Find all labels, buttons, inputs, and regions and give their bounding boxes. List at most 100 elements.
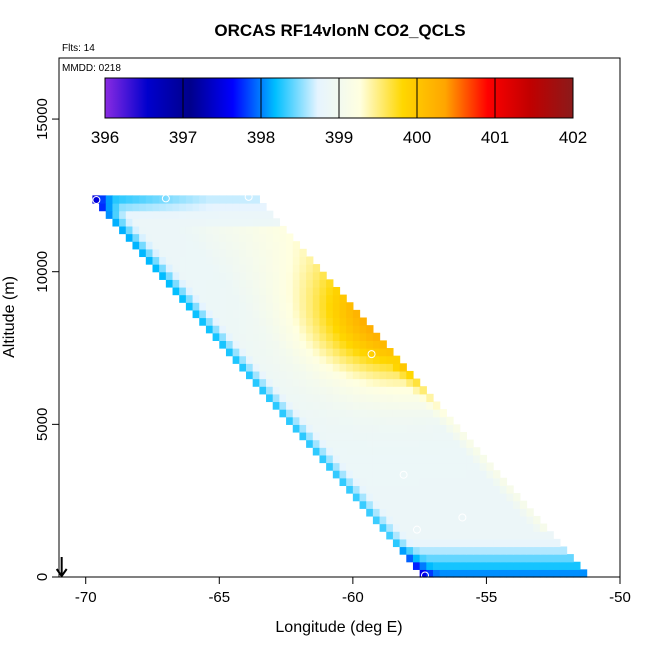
heatmap-cell [232,225,240,235]
heatmap-cell [359,439,367,448]
heatmap-cell [446,470,454,479]
heatmap-cell [266,332,274,341]
heatmap-cell [219,264,227,273]
heatmap-cell [332,302,341,311]
heatmap-cell [205,302,214,311]
heatmap-cell [219,210,227,219]
heatmap-cell [539,538,548,548]
heatmap-cell [232,348,240,357]
heatmap-cell [359,393,367,403]
heatmap-cell [139,233,147,242]
heatmap-cell [139,241,147,250]
heatmap-cell [346,325,354,334]
heatmap-cell [312,264,321,273]
heatmap-cell [205,286,214,296]
heatmap-cell [392,401,401,410]
heatmap-cell [299,317,307,326]
heatmap-cell [386,401,394,410]
heatmap-cell [185,248,194,258]
heatmap-cell [326,439,334,448]
heatmap-cell [132,225,140,235]
heatmap-cell [433,401,441,410]
heatmap-cell [185,271,194,280]
heatmap-cell [192,241,200,250]
heatmap-cell [399,470,407,479]
heatmap-cell [306,370,314,380]
heatmap-cell [286,370,294,380]
heatmap-cell [185,286,194,296]
heatmap-cell [132,233,140,242]
heatmap-cell [346,355,354,364]
heatmap-cells [92,195,588,578]
heatmap-cell [533,554,541,563]
heatmap-cell [319,363,327,372]
heatmap-cell [459,561,467,570]
heatmap-cell [412,515,421,525]
heatmap-cell [386,508,394,517]
heatmap-cell [286,348,294,357]
heatmap-cell [339,462,347,471]
heatmap-cell [272,363,280,372]
heatmap-cell [239,195,247,204]
heatmap-cell [299,416,307,425]
heatmap-cell [546,538,554,548]
heatmap-cell [205,225,214,235]
heatmap-cell [266,393,274,403]
heatmap-cell [352,386,361,395]
heatmap-cell [339,370,347,380]
y-tick-label: 5000 [34,408,51,441]
heatmap-cell [426,416,434,425]
heatmap-cell [439,424,447,433]
heatmap-cell [205,210,214,219]
heatmap-cell [112,203,120,212]
heatmap-cell [272,401,280,410]
heatmap-cell [319,409,327,418]
heatmap-cell [459,508,467,517]
heatmap-cell [486,546,494,555]
sample-points [92,192,598,580]
heatmap-cell [453,431,461,441]
heatmap-cell [372,363,381,372]
heatmap-cell [259,332,267,341]
heatmap-cell [326,386,334,395]
heatmap-cell [332,378,341,387]
heatmap-cell [412,431,421,441]
sample-point [541,340,550,349]
heatmap-cell [199,210,207,219]
heatmap-cell [339,302,347,311]
heatmap-cell [352,340,361,349]
heatmap-cell [292,279,301,288]
heatmap-cell [225,317,234,326]
heatmap-cell [299,393,307,403]
heatmap-cell [212,279,220,288]
heatmap-cell [266,279,274,288]
heatmap-cell [539,523,548,532]
heatmap-cell [473,477,481,487]
heatmap-cell [446,546,454,555]
heatmap-cell [419,531,427,540]
heatmap-cell [239,241,247,250]
heatmap-cell [499,493,508,502]
heatmap-cell [286,386,294,395]
heatmap-cell [339,378,347,387]
heatmap-cell [513,493,521,502]
heatmap-cell [272,348,280,357]
heatmap-cell [279,241,287,250]
heatmap-cell [499,538,508,548]
heatmap-cell [493,493,501,502]
heatmap-cell [453,485,461,494]
heatmap-cell [419,477,427,487]
heatmap-cell [306,340,314,349]
heatmap-cell [232,302,240,311]
heatmap-cell [426,447,434,456]
heatmap-cell [379,523,387,532]
heatmap-cell [459,500,467,509]
heatmap-cell [519,561,528,570]
heatmap-cell [446,477,454,487]
heatmap-cell [359,363,367,372]
x-tick-label: -50 [609,589,631,606]
heatmap-cell [372,340,381,349]
heatmap-cell [332,294,341,303]
heatmap-cell [319,378,327,387]
heatmap-cell [252,203,260,212]
